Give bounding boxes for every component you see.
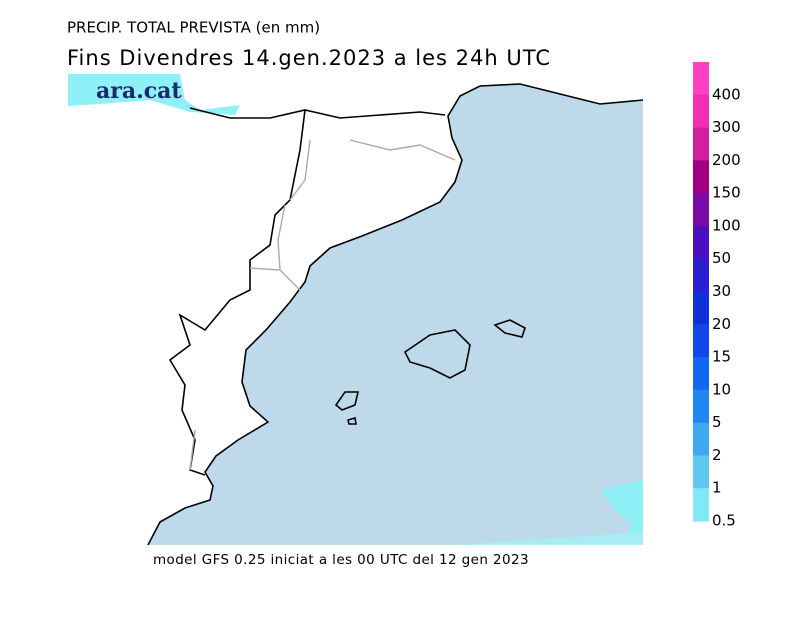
- legend-swatch: [693, 62, 709, 96]
- legend-swatch: [693, 357, 709, 391]
- legend-swatch: [693, 389, 709, 424]
- legend-label: 200: [712, 151, 741, 169]
- menorca: [493, 319, 526, 338]
- legend-label: 150: [712, 184, 741, 202]
- legend-swatch: [693, 258, 709, 292]
- precip-patch: [68, 74, 240, 115]
- legend: 400 300 200 150 100 50 30 20 15 10 5 2 1 0.5: [693, 62, 741, 530]
- precip-patch: [455, 532, 643, 545]
- eivissa: [334, 391, 360, 425]
- border-france: [189, 107, 446, 119]
- subtitle: Fins Divendres 14.gen.2023 a les 24h UTC: [67, 46, 551, 70]
- legend-swatch: [693, 488, 709, 522]
- legend-swatch: [693, 193, 709, 227]
- map: ara.cat: [68, 70, 644, 546]
- legend-label: 400: [712, 85, 741, 103]
- coastline: [147, 83, 644, 546]
- legend-label: 300: [712, 118, 741, 136]
- legend-label: 100: [712, 216, 741, 234]
- legend-label: 50: [712, 249, 731, 267]
- logo: ara.cat: [96, 78, 182, 104]
- legend-label: 20: [712, 315, 731, 333]
- legend-swatch: [693, 94, 709, 129]
- legend-label: 30: [712, 282, 731, 300]
- legend-label: 1: [712, 479, 722, 497]
- title: PRECIP. TOTAL PREVISTA (en mm): [67, 19, 320, 37]
- legend-label: 2: [712, 446, 722, 464]
- legend-label: 10: [712, 380, 731, 398]
- legend-label: 15: [712, 348, 731, 366]
- legend-swatch: [693, 291, 709, 325]
- legend-swatch: [693, 127, 709, 161]
- legend-swatch: [693, 422, 709, 456]
- legend-swatch: [693, 324, 709, 358]
- sea: [148, 84, 643, 545]
- legend-swatch: [693, 160, 709, 194]
- legend-swatch: [693, 455, 709, 489]
- border-spain: [168, 109, 306, 476]
- legend-label: 0.5: [712, 512, 736, 530]
- legend-label: 5: [712, 413, 722, 431]
- mallorca: [403, 329, 471, 379]
- footer: model GFS 0.25 iniciat a les 00 UTC del …: [153, 552, 529, 568]
- region-borders: [189, 139, 456, 471]
- legend-swatch: [693, 225, 709, 260]
- precip-patch: [600, 480, 643, 545]
